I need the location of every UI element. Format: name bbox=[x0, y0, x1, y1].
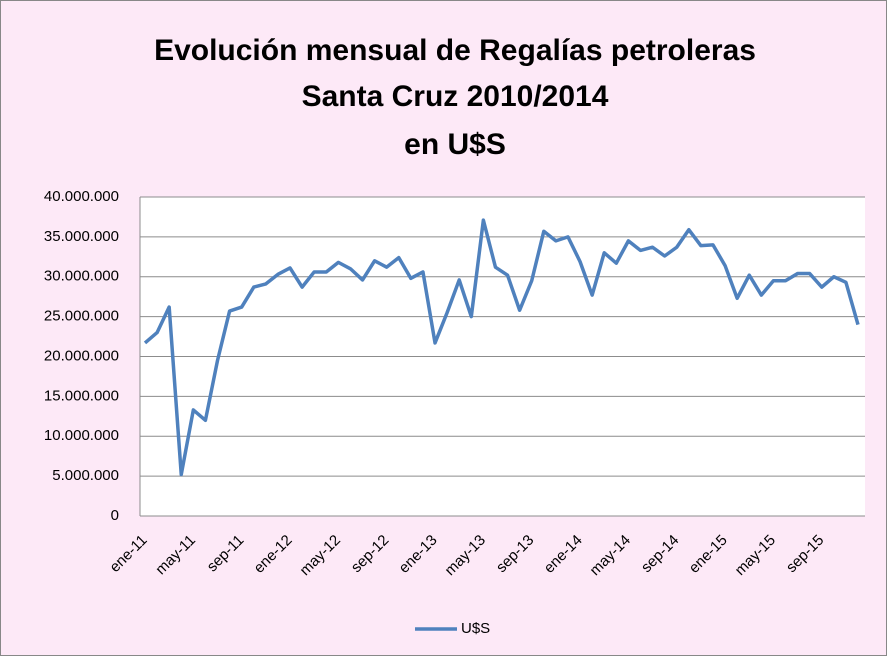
chart-title: en U$S bbox=[404, 128, 506, 161]
chart-title: Santa Cruz 2010/2014 bbox=[302, 80, 609, 113]
y-tick-label: 0 bbox=[111, 507, 119, 524]
y-tick-label: 10.000.000 bbox=[44, 427, 119, 444]
y-tick-label: 40.000.000 bbox=[44, 188, 119, 205]
legend-label: U$S bbox=[461, 620, 490, 637]
y-tick-label: 35.000.000 bbox=[44, 228, 119, 245]
y-tick-label: 30.000.000 bbox=[44, 268, 119, 285]
y-tick-label: 25.000.000 bbox=[44, 308, 119, 325]
data-line bbox=[143, 218, 860, 477]
y-tick-label: 5.000.000 bbox=[52, 467, 119, 484]
y-tick-label: 15.000.000 bbox=[44, 387, 119, 404]
y-tick-label: 20.000.000 bbox=[44, 347, 119, 364]
chart-title: Evolución mensual de Regalías petroleras bbox=[154, 34, 756, 67]
